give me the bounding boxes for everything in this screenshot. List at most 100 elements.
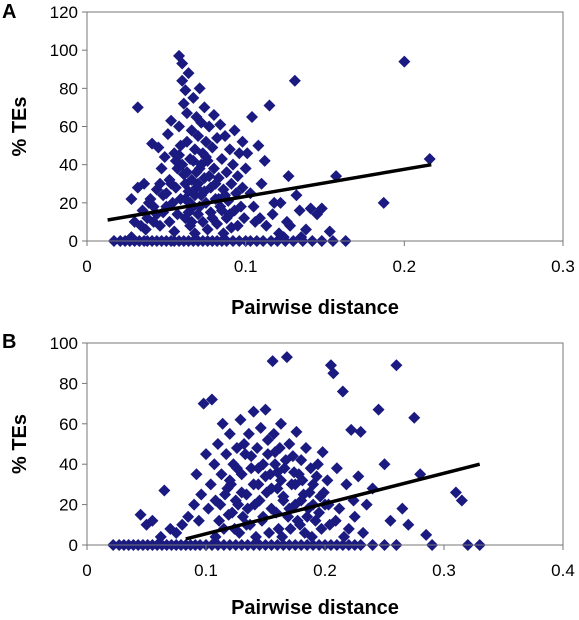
- panel-a-point: [225, 177, 238, 190]
- panel-b-point: [204, 478, 217, 491]
- panel-b-point: [259, 403, 272, 416]
- panel-a-point: [179, 193, 192, 206]
- panel-b-point: [220, 448, 233, 461]
- panel-a-x-tick-label: 0.2: [393, 257, 417, 276]
- panel-b-point: [280, 351, 293, 364]
- panel-a-point: [299, 223, 312, 236]
- panel-a-point: [193, 82, 206, 95]
- panel-b-point: [265, 482, 278, 495]
- panel-a-point: [182, 206, 195, 219]
- panel-a-y-tick-label: 120: [50, 3, 78, 22]
- panel-b-y-tick-label: 60: [59, 415, 78, 434]
- panel-b-point: [321, 474, 334, 487]
- panel-a-point: [192, 208, 205, 221]
- panel-a-point: [293, 204, 306, 217]
- panel-b-point: [221, 482, 234, 495]
- panel-a-point: [203, 170, 216, 183]
- panel-b-x-tick-label: 0.4: [551, 561, 575, 580]
- panel-a-point: [179, 177, 192, 190]
- panel-a-point: [241, 147, 254, 160]
- panel-a-point: [139, 223, 152, 236]
- panel-a-point: [125, 231, 138, 244]
- panel-b-point: [277, 490, 290, 503]
- panel-b-point: [216, 417, 229, 430]
- panel-b-y-tick-label: 40: [59, 455, 78, 474]
- panel-b-x-tick-label: 0: [82, 561, 91, 580]
- panel-a-point: [211, 131, 224, 144]
- panel-b-point: [245, 450, 258, 463]
- panel-a-point: [190, 166, 203, 179]
- panel-a-point: [180, 107, 193, 120]
- panel-a-point: [290, 189, 303, 202]
- panel-b-point: [290, 425, 303, 438]
- panel-a-point: [223, 143, 236, 156]
- panel-a-point: [180, 166, 193, 179]
- panel-b-point: [348, 510, 361, 523]
- panel-a-point: [177, 97, 190, 110]
- panel-b-x-axis-label: Pairwise distance: [231, 597, 399, 619]
- panel-a-point: [239, 162, 252, 175]
- panel-a-point: [223, 208, 236, 221]
- panel-b-point: [333, 502, 346, 515]
- panel-b-point: [330, 462, 343, 475]
- panel-b-point: [360, 498, 373, 511]
- panel-b-x-ticks: 0 0.1 0.2 0.3 0.4: [82, 545, 575, 580]
- panel-a-point: [198, 101, 211, 114]
- panel-b-point: [299, 442, 312, 455]
- panel-a-point: [217, 227, 230, 240]
- panel-b-y-tick-label: 20: [59, 496, 78, 515]
- panel-b-point: [192, 514, 205, 527]
- panel-a-point: [198, 185, 211, 198]
- panel-a-point: [125, 193, 138, 206]
- panel-a-point: [233, 147, 246, 160]
- panel-a-y-tick-label: 20: [59, 194, 78, 213]
- panel-b-point: [254, 421, 267, 434]
- panel-b-point: [288, 466, 301, 479]
- panel-a-point: [155, 162, 168, 175]
- panel-a-y-tick-label: 40: [59, 156, 78, 175]
- panel-b-point: [295, 494, 308, 507]
- panel-a-point: [247, 200, 260, 213]
- panel-b-point: [195, 488, 208, 501]
- panel-b-point: [357, 526, 370, 539]
- panel-b-point: [305, 530, 318, 543]
- panel-b-point: [213, 514, 226, 527]
- panel-a-point: [179, 84, 192, 97]
- panel-b-point: [188, 498, 201, 511]
- panel-b-point: [402, 518, 415, 531]
- panel-a-point: [131, 101, 144, 114]
- panel-b-point: [313, 506, 326, 519]
- panel-a-point: [158, 151, 171, 164]
- panel-a-point: [282, 170, 295, 183]
- panel-a-point: [398, 55, 411, 68]
- panel-a-point: [252, 139, 265, 152]
- panel-a-y-tick-label: 60: [59, 118, 78, 137]
- panel-b-point: [226, 506, 239, 519]
- panel-b-x-tick-label: 0.2: [313, 561, 337, 580]
- panel-a-point: [157, 189, 170, 202]
- panel-a-x-axis-label: Pairwise distance: [231, 297, 399, 319]
- panel-b-point: [182, 510, 195, 523]
- panel-b-point: [229, 494, 242, 507]
- panel-a-point: [266, 208, 279, 221]
- panel-a-point: [231, 219, 244, 232]
- panel-a-point: [206, 212, 219, 225]
- panel-b-point: [266, 355, 279, 368]
- panel-a-point: [201, 223, 214, 236]
- panel-b-x-tick-label: 0.3: [432, 561, 456, 580]
- panel-a-point: [236, 135, 249, 148]
- panel-a-point: [228, 124, 241, 137]
- panel-a-point: [176, 57, 189, 70]
- panel-b-trendline: [185, 462, 481, 541]
- panel-a-point: [209, 177, 222, 190]
- panel-a-point: [274, 196, 287, 209]
- panel-b-point: [378, 458, 391, 471]
- panel-b-x-tick-label: 0.1: [194, 561, 218, 580]
- panel-b-point: [263, 526, 276, 539]
- panel-b-point: [267, 427, 280, 440]
- panel-b-point: [449, 486, 462, 499]
- panel-b-point: [190, 468, 203, 481]
- panel-b-point: [354, 425, 367, 438]
- panel-b-point: [340, 478, 353, 491]
